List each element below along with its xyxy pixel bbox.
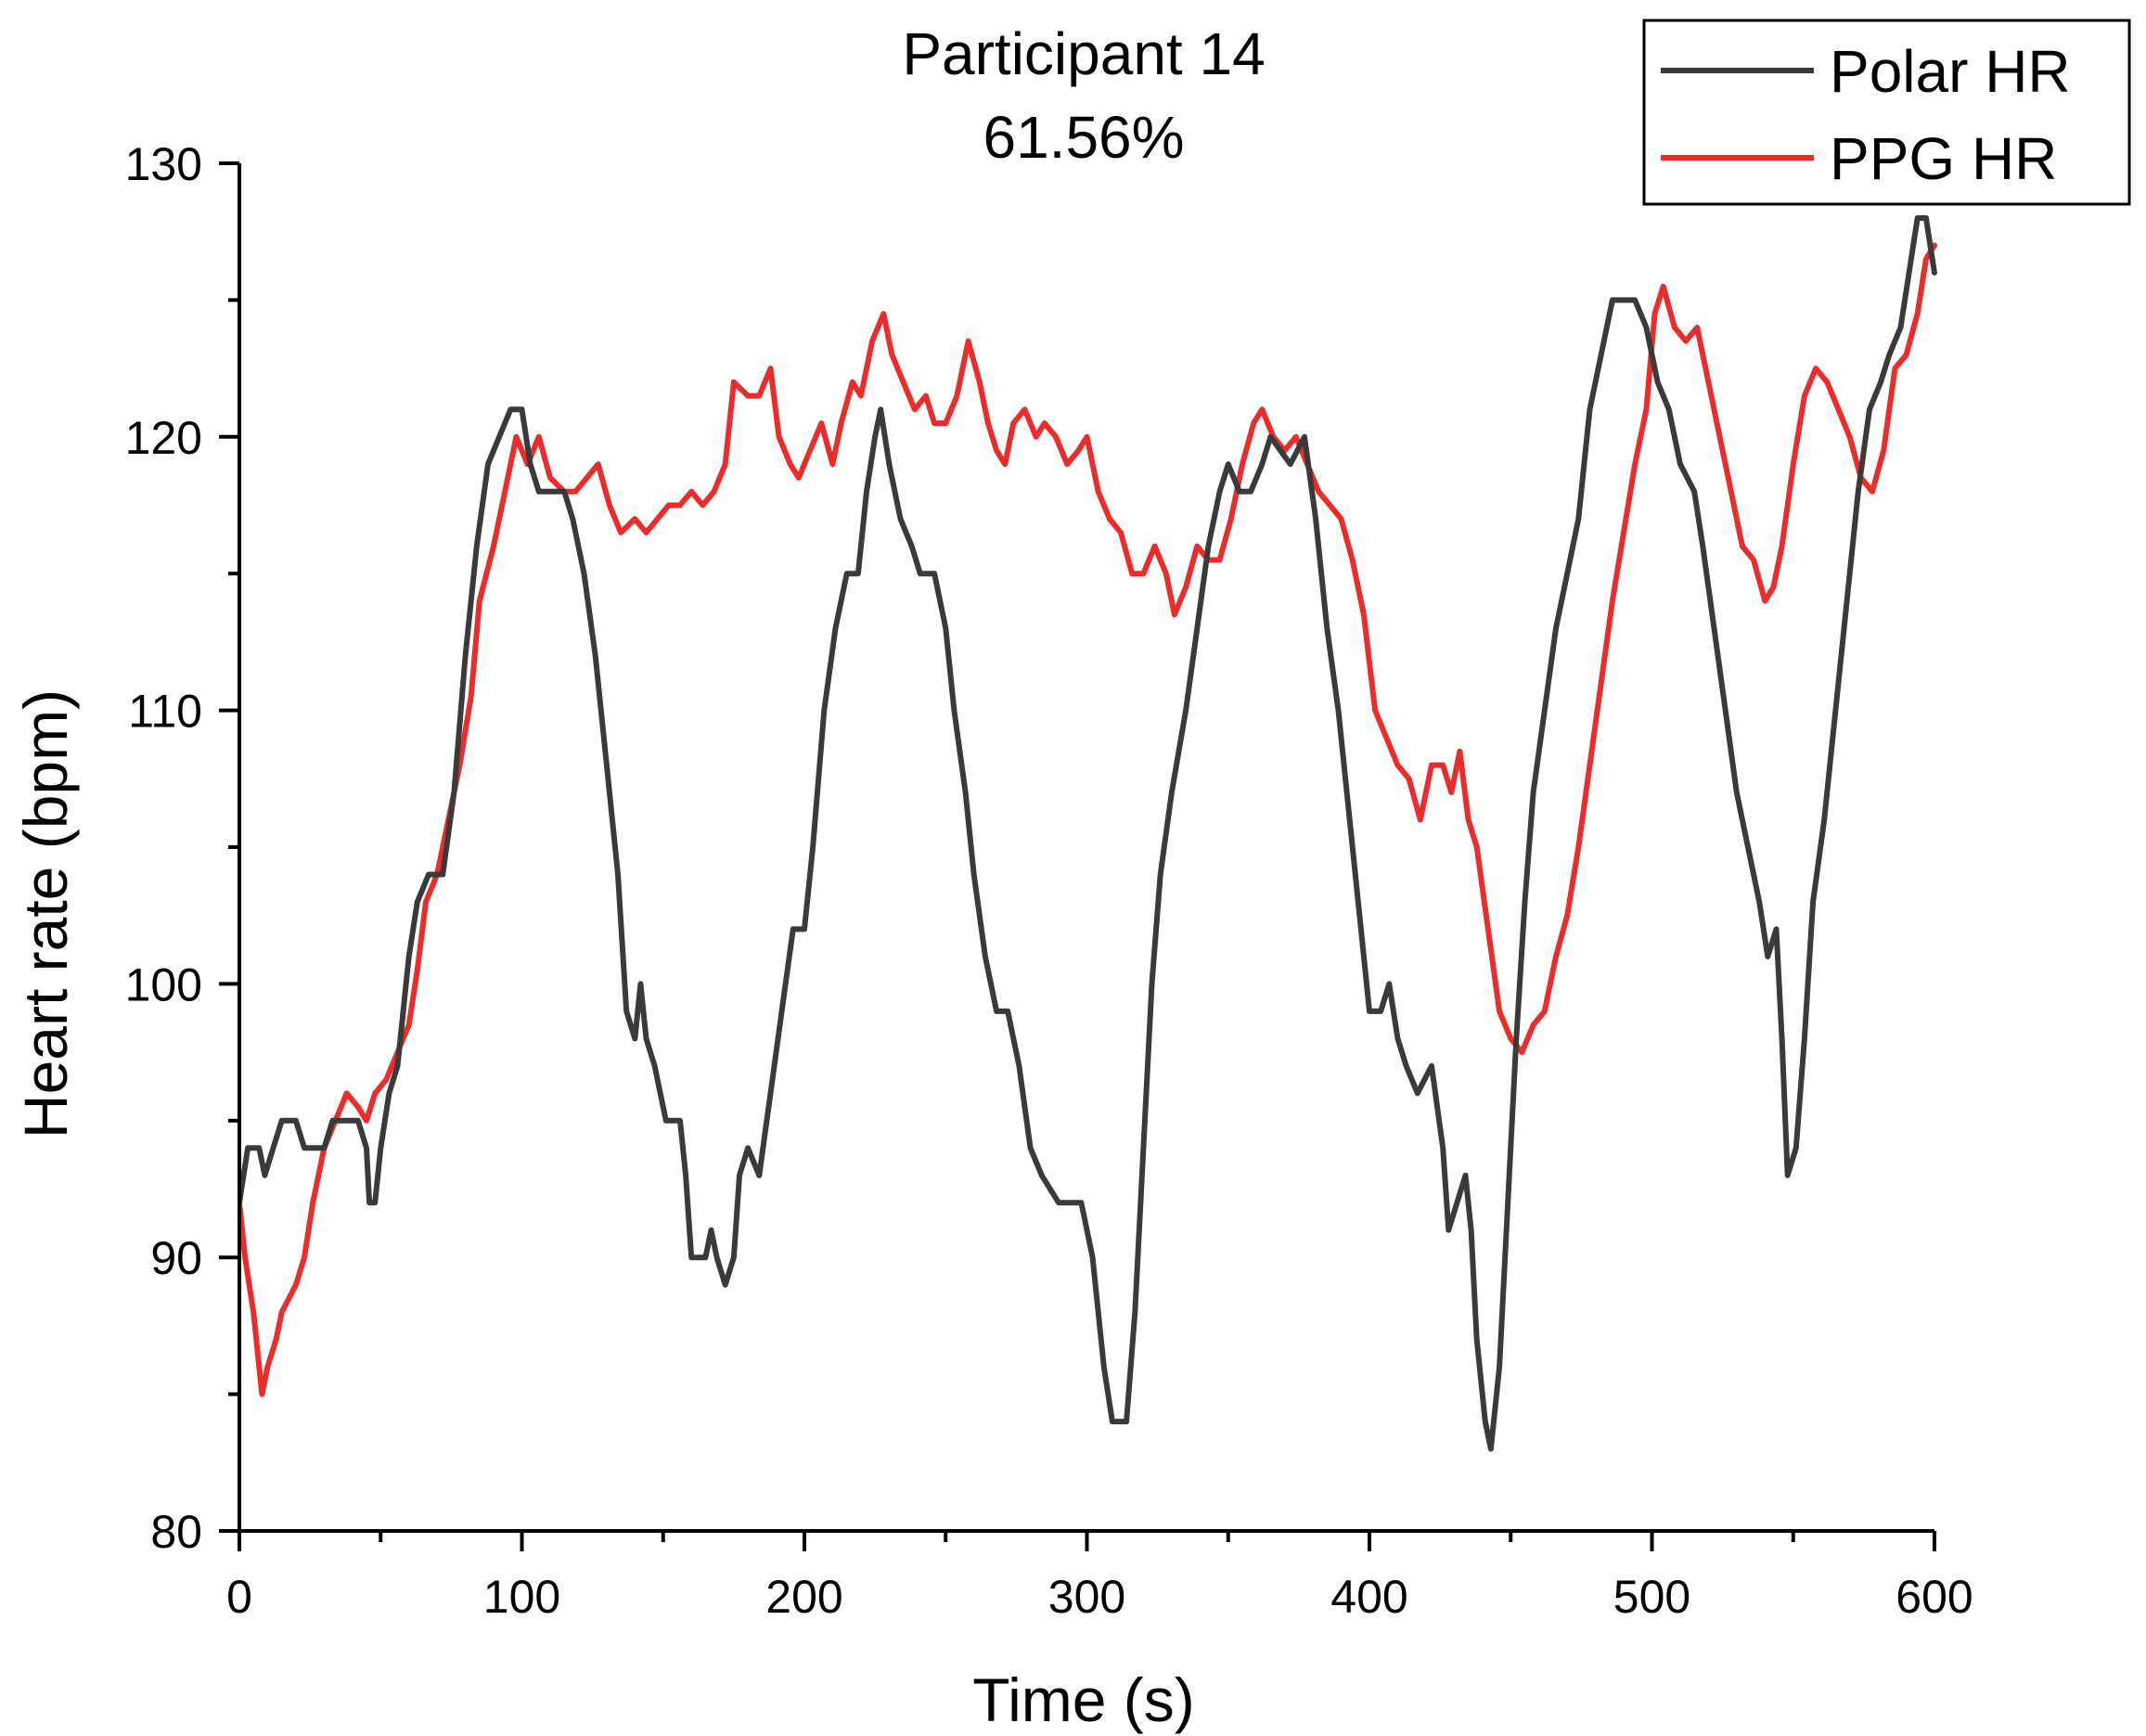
axes: 0 100 200 300 400 500 600 80 90 100 110 120 130 [125, 138, 1973, 1623]
series-line-polar-hr [239, 215, 1937, 1452]
chart-subtitle: 61.56% [983, 104, 1184, 171]
legend-box [1642, 19, 2131, 206]
legend-label-ppg-hr: PPG HR [1830, 125, 2057, 192]
x-tick-label: 300 [1048, 1571, 1125, 1623]
series-layer [239, 215, 1937, 1452]
y-tick-label: 90 [150, 1232, 202, 1284]
y-tick-label: 130 [125, 138, 202, 190]
x-tick-label: 0 [226, 1571, 252, 1623]
x-tick-label: 600 [1895, 1571, 1973, 1623]
y-tick-label: 100 [125, 958, 202, 1010]
y-tick-label: 80 [150, 1506, 202, 1558]
chart-title: Participant 14 [902, 20, 1265, 87]
x-tick-label: 200 [765, 1571, 842, 1623]
legend-label-polar-hr: Polar HR [1830, 38, 2071, 105]
x-tick-label: 400 [1330, 1571, 1407, 1623]
y-tick-label: 120 [125, 412, 202, 464]
y-tick-label: 110 [128, 686, 202, 738]
x-tick-label: 500 [1613, 1571, 1690, 1623]
x-tick-label: 100 [483, 1571, 560, 1623]
x-axis-label: Time (s) [972, 1665, 1195, 1734]
legend: Polar HR PPG HR [1642, 19, 2131, 206]
series-line-ppg-hr [239, 242, 1937, 1397]
y-axis-label: Heart rate (bpm) [11, 689, 80, 1138]
